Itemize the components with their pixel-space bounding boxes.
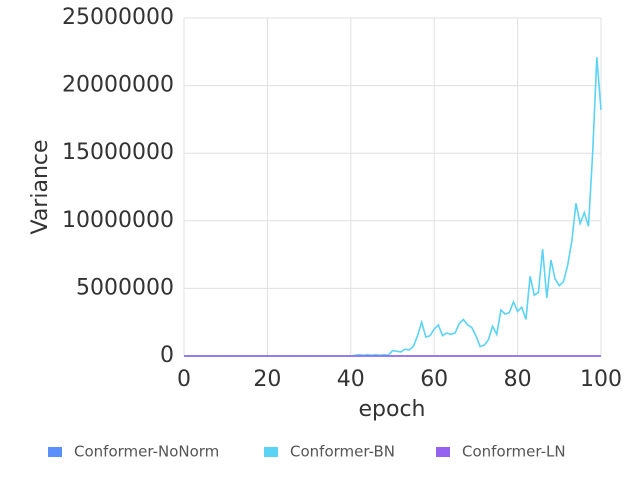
legend-label: Conformer-NoNorm [74, 443, 219, 461]
x-tick-label: 0 [177, 367, 191, 392]
x-tick-label: 100 [580, 367, 622, 392]
y-axis-label: Variance [28, 139, 53, 234]
y-tick-label: 15000000 [62, 140, 174, 165]
x-tick-label: 80 [504, 367, 532, 392]
legend-label: Conformer-BN [290, 443, 395, 461]
x-tick-label: 40 [337, 367, 365, 392]
y-tick-label: 0 [160, 343, 174, 368]
legend-label: Conformer-LN [462, 443, 566, 461]
x-tick-label: 60 [420, 367, 448, 392]
y-tick-label: 20000000 [62, 73, 174, 98]
x-tick-label: 20 [253, 367, 281, 392]
y-tick-label: 5000000 [76, 275, 174, 300]
legend-marker [436, 447, 450, 457]
x-axis-label: epoch [359, 397, 426, 422]
legend-marker [264, 447, 278, 457]
y-tick-label: 10000000 [62, 208, 174, 233]
legend-marker [48, 447, 62, 457]
y-tick-label: 25000000 [62, 5, 174, 30]
series-line [184, 57, 602, 357]
